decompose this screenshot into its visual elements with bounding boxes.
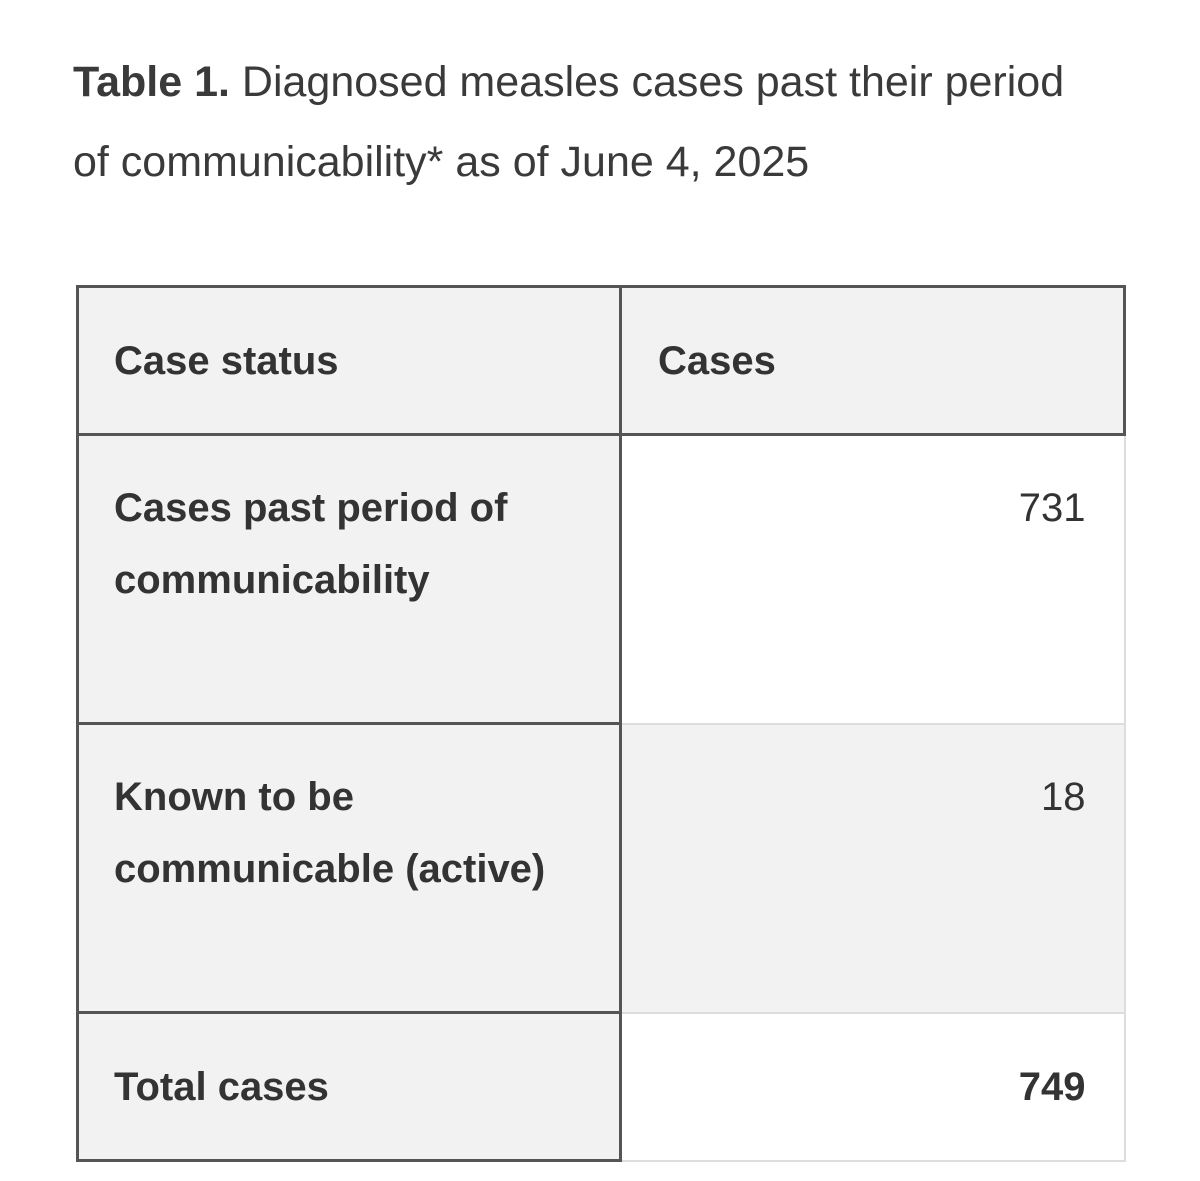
count-cell: 749 xyxy=(619,1011,1126,1162)
status-cell: Cases past period of communicability xyxy=(76,433,622,725)
status-cell: Known to be communicable (active) xyxy=(76,722,622,1014)
total-row: Total cases 749 xyxy=(76,1011,1126,1162)
caption-label: Table 1. xyxy=(73,58,230,106)
count-cell: 731 xyxy=(619,433,1126,725)
table-row: Cases past period of communicability 731 xyxy=(76,433,1126,725)
count-cell: 18 xyxy=(619,722,1126,1014)
table-row: Known to be communicable (active) 18 xyxy=(76,722,1126,1014)
table-caption: Table 1. Diagnosed measles cases past th… xyxy=(73,42,1083,202)
header-cell: Cases xyxy=(619,285,1126,436)
header-cell: Case status xyxy=(76,285,622,436)
header-row: Case status Cases xyxy=(76,285,1126,436)
caption-text: Diagnosed measles cases past their perio… xyxy=(73,58,1065,186)
cases-table: Case status Cases Cases past period of c… xyxy=(76,285,1126,1162)
status-cell: Total cases xyxy=(76,1011,622,1162)
